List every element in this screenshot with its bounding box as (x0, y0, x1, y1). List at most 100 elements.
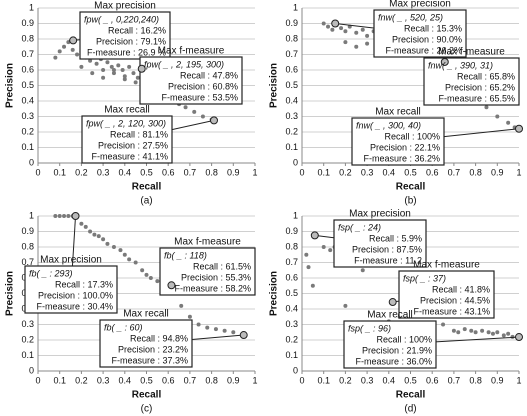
annotation-line: Precision : 100.0% (38, 290, 113, 300)
point (96, 234, 101, 239)
x-axis-label: Recall (396, 182, 426, 193)
point (506, 331, 511, 336)
y-tick-label: 0 (29, 365, 34, 375)
annotation-function: fnw( _ , 300, 40) (356, 120, 421, 130)
x-tick-label: 1 (516, 167, 521, 177)
annotation-title: Max precision (389, 0, 451, 10)
highlight-point (331, 19, 340, 28)
point (144, 272, 149, 277)
y-tick-label: 0.6 (285, 272, 298, 282)
annotation-box (81, 115, 173, 164)
point (62, 44, 67, 49)
point (122, 252, 127, 257)
point (339, 26, 344, 31)
point (53, 214, 58, 218)
x-tick-label: 0.9 (491, 167, 504, 177)
point (53, 55, 58, 60)
annotation-line: Recall : 17.3% (55, 279, 113, 289)
annotation-line: F-measure : 65.5% (438, 93, 515, 103)
annotation-line: F-measure : 26.9 % (87, 47, 166, 57)
point (343, 29, 348, 34)
annotation-function: fpw( _ , 0,220,240) (84, 14, 159, 24)
x-tick-label: 0.3 (97, 167, 110, 177)
point (469, 328, 474, 333)
annotation-line: Precision : 27.5% (98, 140, 168, 150)
y-tick-label: 0.7 (21, 49, 34, 59)
y-tick-label: 0.8 (285, 241, 298, 251)
point (321, 21, 326, 26)
point (127, 64, 132, 69)
point (133, 80, 138, 85)
annotation-line: Precision : 55.3% (181, 272, 251, 282)
y-tick-label: 0.6 (285, 64, 298, 74)
point (456, 330, 461, 335)
annotation-line: Recall : 100% (376, 334, 432, 344)
point (94, 61, 99, 66)
x-tick-label: 0.5 (404, 375, 417, 385)
point (484, 105, 489, 110)
annotation-function: fsp( _ : 24) (338, 222, 381, 232)
point (70, 47, 75, 52)
y-tick-label: 0.5 (21, 80, 34, 90)
point (231, 330, 236, 335)
point (321, 245, 326, 249)
point (140, 268, 145, 273)
annotation-line: Recall : 41.8% (432, 284, 490, 294)
annotation-line: F-measure : 36.2% (363, 153, 440, 163)
point (105, 241, 110, 246)
highlight-point (209, 116, 218, 125)
y-tick-label: 0.3 (285, 319, 298, 329)
annotation-function: fpw( _ , 2, 120, 300) (86, 118, 166, 128)
point (101, 75, 106, 80)
point (105, 60, 110, 65)
x-tick-label: 1 (516, 375, 521, 385)
annotation-line: Recall : 15.3% (404, 23, 462, 33)
annotation-line: F-measure : 36.0% (355, 356, 432, 366)
x-tick-label: 0 (35, 167, 40, 177)
y-tick-label: 1 (293, 2, 298, 12)
x-tick-label: 0.7 (448, 375, 461, 385)
x-tick-label: 0.4 (383, 375, 396, 385)
y-tick-label: 0.7 (285, 257, 298, 267)
annotation-line: Recall : 65.8% (457, 71, 515, 81)
y-axis-label: Precision (269, 271, 280, 316)
annotation-box (99, 319, 193, 368)
point (109, 64, 114, 69)
annotation-line: Recall : 100% (384, 131, 440, 141)
x-axis-label: Recall (132, 390, 162, 401)
point (101, 68, 106, 72)
point (187, 314, 192, 319)
y-tick-label: 0.9 (21, 18, 34, 28)
annotation-title: Max f-measure (413, 260, 480, 271)
point (179, 303, 184, 308)
y-tick-label: 0.1 (21, 142, 34, 152)
y-tick-label: 0.1 (285, 350, 298, 360)
y-tick-label: 0 (29, 157, 34, 167)
point (79, 221, 84, 226)
point (205, 325, 210, 330)
annotation-box (159, 247, 256, 296)
point (127, 257, 132, 262)
point (57, 214, 62, 218)
x-tick-label: 0.9 (227, 375, 240, 385)
point (111, 245, 116, 249)
annotation-title: Max f-measure (158, 46, 225, 57)
y-tick-label: 0.6 (21, 64, 34, 74)
x-tick-label: 0.3 (97, 375, 110, 385)
annotation-line: Precision : 60.8% (168, 81, 238, 91)
point (506, 120, 511, 125)
y-tick-label: 0.2 (285, 334, 298, 344)
point (330, 27, 335, 32)
annotation-box (373, 9, 467, 58)
annotation-line: Recall : 16.2% (108, 25, 166, 35)
y-tick-label: 0.7 (285, 49, 298, 59)
annotation-line: F-measure : 53.5% (161, 92, 238, 102)
point (343, 303, 348, 308)
y-tick-label: 0.8 (285, 33, 298, 43)
annotation-function: fb( _ : 118) (164, 250, 207, 260)
annotation-title: Max precision (40, 255, 102, 266)
x-tick-label: 0 (299, 375, 304, 385)
highlight-point (239, 331, 248, 340)
annotation-line: F-measure : 41.1% (91, 151, 168, 161)
point (304, 252, 309, 257)
